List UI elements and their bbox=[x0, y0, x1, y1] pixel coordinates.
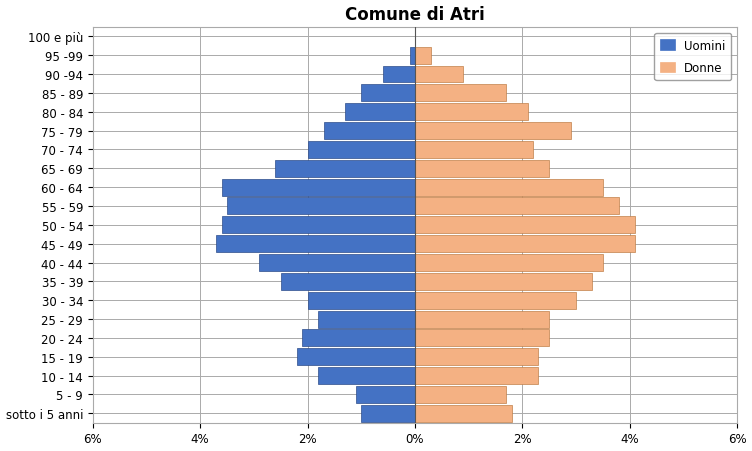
Bar bbox=[297, 349, 415, 365]
Bar bbox=[415, 179, 603, 196]
Bar bbox=[308, 142, 415, 159]
Bar bbox=[410, 47, 415, 64]
Bar bbox=[222, 217, 415, 234]
Bar bbox=[361, 405, 415, 422]
Bar bbox=[259, 254, 415, 272]
Bar bbox=[222, 179, 415, 196]
Bar bbox=[318, 311, 415, 328]
Bar bbox=[361, 85, 415, 102]
Bar bbox=[415, 85, 506, 102]
Title: Comune di Atri: Comune di Atri bbox=[345, 5, 485, 23]
Bar bbox=[415, 273, 592, 290]
Bar bbox=[415, 217, 635, 234]
Bar bbox=[415, 311, 549, 328]
Bar bbox=[415, 254, 603, 272]
Bar bbox=[345, 104, 415, 121]
Bar bbox=[415, 236, 635, 253]
Bar bbox=[415, 349, 538, 365]
Bar bbox=[217, 236, 415, 253]
Bar bbox=[415, 123, 571, 140]
Bar bbox=[356, 386, 415, 403]
Bar bbox=[415, 104, 528, 121]
Bar bbox=[415, 47, 431, 64]
Bar bbox=[415, 198, 619, 215]
Bar bbox=[415, 292, 576, 309]
Bar bbox=[275, 161, 415, 177]
Bar bbox=[308, 292, 415, 309]
Bar bbox=[227, 198, 415, 215]
Bar bbox=[323, 123, 415, 140]
Bar bbox=[415, 405, 511, 422]
Bar bbox=[415, 367, 538, 384]
Bar bbox=[415, 330, 549, 347]
Bar bbox=[280, 273, 415, 290]
Bar bbox=[415, 142, 533, 159]
Bar bbox=[318, 367, 415, 384]
Bar bbox=[302, 330, 415, 347]
Bar bbox=[415, 386, 506, 403]
Bar bbox=[383, 66, 415, 83]
Bar bbox=[415, 66, 463, 83]
Legend: Uomini, Donne: Uomini, Donne bbox=[654, 34, 731, 81]
Bar bbox=[415, 161, 549, 177]
